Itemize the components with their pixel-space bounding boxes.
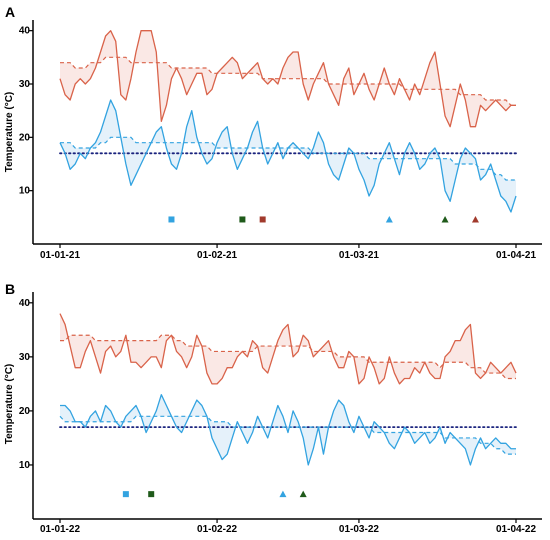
x-tick-label: 01-04-22 (496, 524, 536, 535)
x-tick-label: 01-02-21 (197, 250, 237, 261)
event-marker-square (259, 216, 266, 223)
event-marker-triangle (279, 490, 287, 498)
event-marker-square (239, 216, 246, 223)
y-tick-label: 40 (19, 298, 31, 309)
x-tick-label: 01-01-21 (40, 250, 80, 261)
event-marker-triangle (299, 490, 307, 498)
x-tick-label: 01-04-21 (496, 250, 536, 261)
y-tick-label: 10 (19, 460, 31, 471)
x-tick-label: 01-02-22 (197, 524, 237, 535)
event-marker-triangle (471, 215, 479, 223)
x-tick-label: 01-03-21 (339, 250, 379, 261)
y-axis-title: Temperature (°C) (4, 92, 15, 173)
y-tick-label: 20 (19, 132, 31, 143)
event-marker-square (148, 491, 155, 498)
min-trend-line (59, 415, 516, 455)
y-tick-label: 10 (19, 186, 31, 197)
max-temperature-line (59, 30, 516, 128)
y-tick-label: 40 (19, 26, 31, 37)
y-tick-label: 30 (19, 79, 31, 90)
max-temperature-line (59, 313, 517, 385)
panel-letter: B (5, 281, 15, 297)
max-temperature-band (60, 30, 516, 127)
min-temperature-line (59, 99, 517, 213)
event-marker-square (168, 216, 175, 223)
event-marker-square (122, 491, 129, 498)
panel-b: B 10 20 30 40 Temperature (°C) 01-01-22 01-02-2… (4, 281, 542, 535)
max-temperature-band (60, 313, 516, 384)
x-tick-label: 01-03-22 (339, 524, 379, 535)
max-trend-line (60, 334, 516, 380)
event-marker-triangle (385, 215, 393, 223)
event-marker-triangle (441, 215, 449, 223)
panel-a: A 10 20 30 40 Temperature (°C) 01-01-21 01-02-2… (4, 4, 542, 261)
panel-letter: A (5, 4, 15, 20)
x-tick-label: 01-01-22 (40, 524, 80, 535)
y-tick-label: 20 (19, 406, 31, 417)
min-temperature-line (60, 394, 516, 466)
max-trend-line (60, 56, 516, 106)
y-axis-title: Temperature (°C) (4, 364, 15, 445)
y-tick-label: 30 (19, 352, 31, 363)
